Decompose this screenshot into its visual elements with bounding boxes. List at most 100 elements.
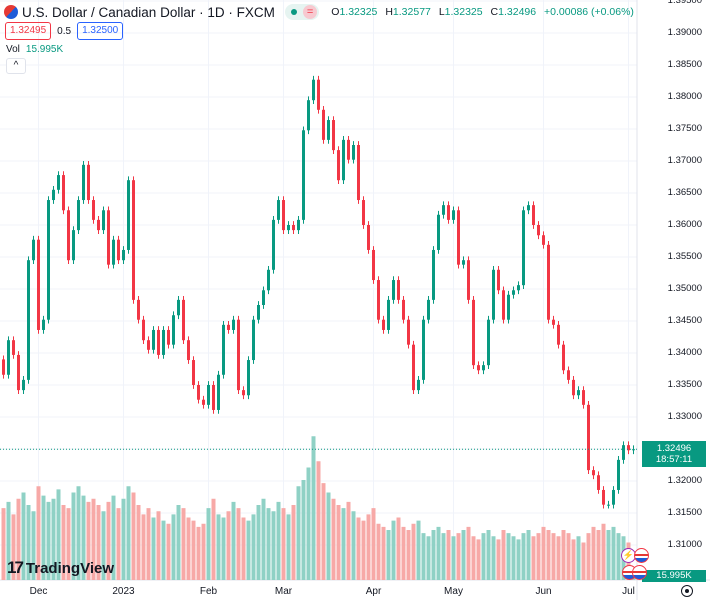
volume-bar bbox=[416, 520, 421, 580]
candle-down bbox=[602, 489, 605, 505]
volume-bar bbox=[241, 517, 246, 580]
volume-bar bbox=[586, 533, 591, 580]
volume-bar bbox=[246, 520, 251, 580]
candle-down bbox=[187, 340, 190, 361]
candle-down bbox=[592, 470, 595, 476]
volume-bar bbox=[201, 523, 206, 580]
price-tick-label: 1.36500 bbox=[667, 187, 702, 198]
candle-down bbox=[117, 239, 120, 261]
volume-bar bbox=[56, 489, 61, 580]
settings-gear-icon[interactable] bbox=[681, 585, 693, 597]
candle-up bbox=[77, 200, 80, 231]
time-tick-label: Jul bbox=[622, 586, 635, 597]
candle-down bbox=[402, 299, 405, 320]
volume-bar bbox=[266, 508, 271, 580]
candle-down bbox=[407, 319, 410, 345]
volume-bar bbox=[196, 526, 201, 580]
candle-down bbox=[87, 164, 90, 201]
candle-down bbox=[2, 359, 5, 375]
candle-down bbox=[182, 299, 185, 341]
candle-up bbox=[232, 319, 235, 330]
open-value: 1.32325 bbox=[339, 6, 378, 18]
economic-event-us-icon[interactable] bbox=[634, 548, 649, 563]
volume-bar bbox=[551, 533, 556, 580]
volume-tag: 15.995K bbox=[642, 570, 706, 582]
candle-down bbox=[167, 329, 170, 345]
candle-down bbox=[347, 139, 350, 160]
last-price: 1.32496 bbox=[656, 443, 692, 454]
volume-bar bbox=[461, 530, 466, 580]
volume-bar bbox=[121, 498, 126, 580]
volume-bar bbox=[391, 520, 396, 580]
time-tick-label: Feb bbox=[199, 586, 218, 597]
candle-down bbox=[147, 340, 150, 350]
volume-bar bbox=[301, 480, 306, 580]
economic-event-us-icon[interactable] bbox=[632, 565, 647, 580]
candle-up bbox=[102, 210, 105, 231]
candle-down bbox=[547, 244, 550, 320]
volume-bar bbox=[91, 498, 96, 580]
symbol-title[interactable]: U.S. Dollar / Canadian Dollar · 1D · FXC… bbox=[22, 4, 275, 20]
volume-bar bbox=[291, 505, 296, 580]
volume-bar bbox=[311, 436, 316, 580]
price-tick-label: 1.33500 bbox=[667, 379, 702, 390]
buy-button[interactable]: 1.32500 bbox=[77, 22, 124, 40]
candle-down bbox=[237, 319, 240, 391]
volume-bar bbox=[506, 533, 511, 580]
candle-up bbox=[527, 205, 530, 211]
volume-bar bbox=[171, 514, 176, 580]
candle-up bbox=[22, 379, 25, 391]
volume-bar bbox=[426, 536, 431, 580]
last-price-tag: 1.32496 18:57:11 bbox=[642, 441, 706, 467]
change-value: +0.00086 (+0.06%) bbox=[544, 6, 634, 18]
candle-up bbox=[57, 175, 60, 190]
candle-down bbox=[497, 269, 500, 291]
volume-bar bbox=[41, 495, 46, 580]
candle-down bbox=[472, 299, 475, 366]
sell-button[interactable]: 1.32495 bbox=[5, 22, 52, 40]
candle-down bbox=[502, 290, 505, 320]
candle-down bbox=[282, 200, 285, 231]
volume-bar bbox=[346, 501, 351, 580]
volume-bar bbox=[411, 523, 416, 580]
price-tick-label: 1.35500 bbox=[667, 251, 702, 262]
price-tick-label: 1.39500 bbox=[667, 0, 702, 6]
high-value: 1.32577 bbox=[392, 6, 431, 18]
volume-bar bbox=[541, 526, 546, 580]
candle-down bbox=[192, 360, 195, 385]
price-tick-label: 1.34500 bbox=[667, 315, 702, 326]
market-status[interactable]: = bbox=[284, 4, 320, 20]
candle-down bbox=[242, 390, 245, 396]
candle-up bbox=[352, 145, 355, 160]
candle-up bbox=[52, 189, 55, 201]
volume-bar bbox=[341, 508, 346, 580]
bar-countdown: 18:57:11 bbox=[655, 454, 693, 465]
volume-bar bbox=[81, 495, 86, 580]
candle-down bbox=[62, 175, 65, 211]
candle-up bbox=[482, 365, 485, 371]
candle-down bbox=[467, 260, 470, 300]
volume-bar bbox=[436, 526, 441, 580]
tradingview-logo[interactable]: 17 TradingView bbox=[7, 558, 114, 578]
volume-bar bbox=[101, 511, 106, 580]
candle-up bbox=[222, 324, 225, 375]
volume-bar bbox=[526, 530, 531, 580]
candle-down bbox=[562, 344, 565, 371]
candle-down bbox=[557, 324, 560, 345]
candle-up bbox=[577, 390, 580, 396]
open-label: O bbox=[331, 6, 340, 18]
time-tick-label: Jun bbox=[535, 586, 552, 597]
candle-down bbox=[572, 379, 575, 396]
candle-down bbox=[582, 390, 585, 405]
volume-bar bbox=[76, 486, 81, 580]
chart-legend: U.S. Dollar / Canadian Dollar · 1D · FXC… bbox=[4, 4, 639, 20]
candle-down bbox=[597, 475, 600, 490]
volume-bar bbox=[271, 511, 276, 580]
collapse-legend-button[interactable]: ^ bbox=[6, 58, 26, 74]
candle-down bbox=[202, 399, 205, 405]
volume-bar bbox=[51, 498, 56, 580]
volume-bar bbox=[131, 492, 136, 580]
candle-down bbox=[627, 445, 630, 451]
volume-bar bbox=[256, 505, 261, 580]
